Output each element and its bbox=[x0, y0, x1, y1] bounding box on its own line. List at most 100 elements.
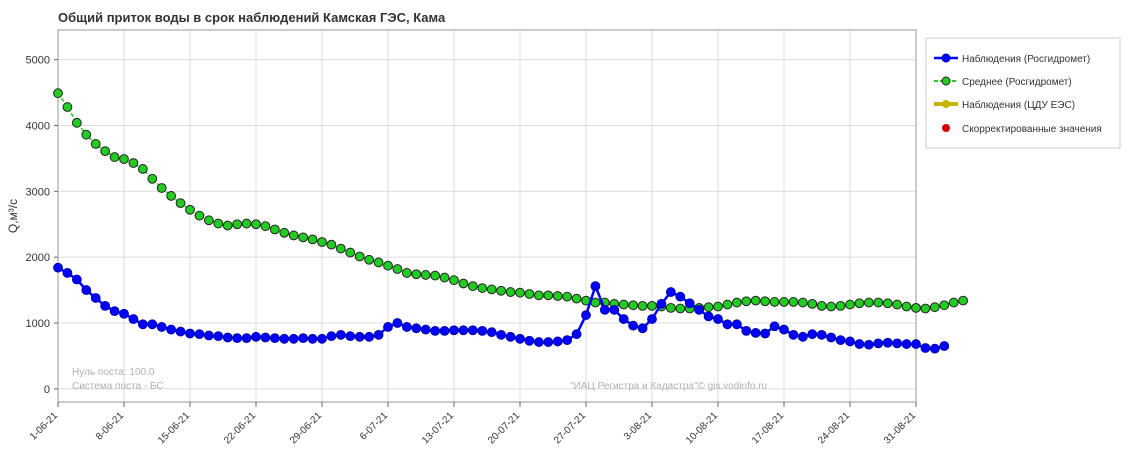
data-point-observations bbox=[251, 331, 261, 342]
data-point-observations bbox=[882, 337, 893, 348]
data-point-observations bbox=[656, 298, 667, 309]
legend-item-corrected[interactable]: Скорректированные значения bbox=[942, 124, 1102, 135]
data-point-observations bbox=[137, 319, 148, 330]
data-point-observations bbox=[411, 323, 422, 334]
data-point-average bbox=[760, 296, 771, 307]
tick-label-x: 6-07-21 bbox=[358, 410, 390, 442]
legend-item-cdu-observations[interactable]: Наблюдения (ЦДУ ЕЭС) bbox=[934, 99, 1075, 111]
data-point-observations bbox=[222, 332, 233, 343]
data-point-observations bbox=[401, 322, 412, 332]
data-point-average bbox=[515, 287, 525, 298]
data-point-observations bbox=[439, 325, 450, 336]
data-point-observations bbox=[562, 335, 573, 346]
legend-label-cdu-observations: Наблюдения (ЦДУ ЕЭС) bbox=[962, 99, 1075, 111]
data-point-average bbox=[562, 291, 573, 302]
data-point-observations bbox=[194, 329, 205, 340]
plot-border bbox=[57, 29, 917, 403]
data-point-average bbox=[901, 301, 912, 312]
data-point-average bbox=[373, 257, 384, 268]
data-point-average bbox=[317, 237, 327, 247]
data-point-average bbox=[411, 269, 422, 280]
data-point-observations bbox=[100, 300, 111, 311]
legend-item-average[interactable]: Среднее (Росгидромет) bbox=[934, 76, 1072, 88]
data-point-average bbox=[326, 239, 337, 250]
data-point-observations bbox=[373, 329, 384, 340]
data-point-average bbox=[854, 298, 865, 309]
chart-title: Общий приток воды в срок наблюдений Камс… bbox=[58, 10, 446, 25]
data-point-observations bbox=[326, 331, 337, 342]
data-point-observations bbox=[628, 320, 639, 331]
legend-label-average: Среднее (Росгидромет) bbox=[962, 77, 1072, 88]
data-point-average bbox=[185, 204, 195, 215]
data-point-observations bbox=[156, 322, 167, 332]
data-point-average bbox=[533, 290, 544, 301]
data-point-observations bbox=[788, 329, 799, 340]
y-axis: 0 1000 2000 3000 4000 5000 bbox=[26, 55, 58, 396]
data-point-observations bbox=[939, 341, 950, 351]
tick-label-x: 29-06-21 bbox=[288, 410, 324, 446]
data-point-observations bbox=[863, 339, 874, 350]
data-point-observations bbox=[449, 325, 459, 336]
data-point-observations bbox=[911, 339, 921, 349]
data-point-average bbox=[467, 281, 478, 292]
data-point-observations bbox=[345, 331, 356, 342]
data-point-average bbox=[213, 218, 224, 229]
data-point-average bbox=[430, 270, 441, 281]
data-point-observations bbox=[741, 325, 752, 336]
annotation-zero-level: Нуль поста: 100.0 bbox=[72, 367, 155, 378]
tick-label-x: 27-07-21 bbox=[552, 410, 588, 446]
tick-label-x: 17-08-21 bbox=[750, 410, 786, 446]
data-point-average bbox=[241, 218, 252, 229]
data-point-observations bbox=[675, 291, 686, 302]
tick-label-y: 4000 bbox=[26, 120, 50, 132]
tick-label-x: 24-08-21 bbox=[816, 410, 852, 446]
data-point-average bbox=[137, 164, 148, 174]
data-point-average bbox=[807, 298, 818, 309]
data-point-observations bbox=[354, 331, 365, 342]
data-point-average bbox=[383, 260, 393, 271]
data-point-observations bbox=[147, 319, 158, 330]
data-point-observations bbox=[552, 336, 563, 347]
data-point-observations bbox=[647, 314, 657, 324]
data-point-average bbox=[769, 297, 780, 307]
data-point-observations bbox=[769, 321, 780, 332]
data-point-observations bbox=[854, 339, 865, 349]
data-point-average bbox=[788, 297, 799, 307]
legend-item-observations[interactable]: Наблюдения (Росгидромет) bbox=[934, 53, 1090, 65]
data-point-average bbox=[345, 247, 356, 258]
y-axis-label: Q,м³/с bbox=[6, 199, 20, 233]
data-point-average bbox=[119, 154, 129, 164]
data-point-average bbox=[147, 173, 158, 184]
legend-label-observations: Наблюдения (Росгидромет) bbox=[962, 53, 1090, 65]
tick-label-x: 1-06-21 bbox=[28, 410, 60, 442]
tick-label-y: 2000 bbox=[26, 252, 50, 264]
data-point-average bbox=[307, 234, 318, 245]
data-point-observations bbox=[797, 331, 808, 342]
data-point-average bbox=[920, 303, 931, 314]
data-point-average bbox=[882, 298, 893, 309]
data-point-observations bbox=[467, 325, 478, 336]
data-point-observations bbox=[430, 325, 441, 336]
data-point-observations bbox=[609, 304, 620, 315]
data-point-average bbox=[665, 302, 676, 313]
data-point-observations bbox=[185, 328, 195, 339]
data-point-observations bbox=[807, 329, 818, 340]
data-point-average bbox=[939, 300, 950, 311]
legend-box bbox=[925, 37, 1121, 149]
data-point-observations bbox=[599, 304, 610, 315]
data-point-average bbox=[543, 290, 554, 301]
data-point-average bbox=[90, 139, 101, 149]
data-point-average bbox=[892, 299, 903, 310]
data-point-average bbox=[251, 219, 261, 230]
data-point-average bbox=[779, 297, 789, 307]
data-point-average bbox=[675, 303, 686, 314]
data-point-observations bbox=[81, 285, 92, 295]
data-point-average bbox=[618, 299, 629, 310]
data-point-observations bbox=[364, 331, 375, 342]
data-point-average bbox=[279, 227, 290, 238]
data-point-average bbox=[628, 300, 639, 311]
data-point-observations bbox=[694, 304, 705, 315]
tick-label-x: 20-07-21 bbox=[486, 410, 522, 446]
data-point-average bbox=[731, 297, 742, 308]
data-point-observations bbox=[505, 331, 516, 342]
